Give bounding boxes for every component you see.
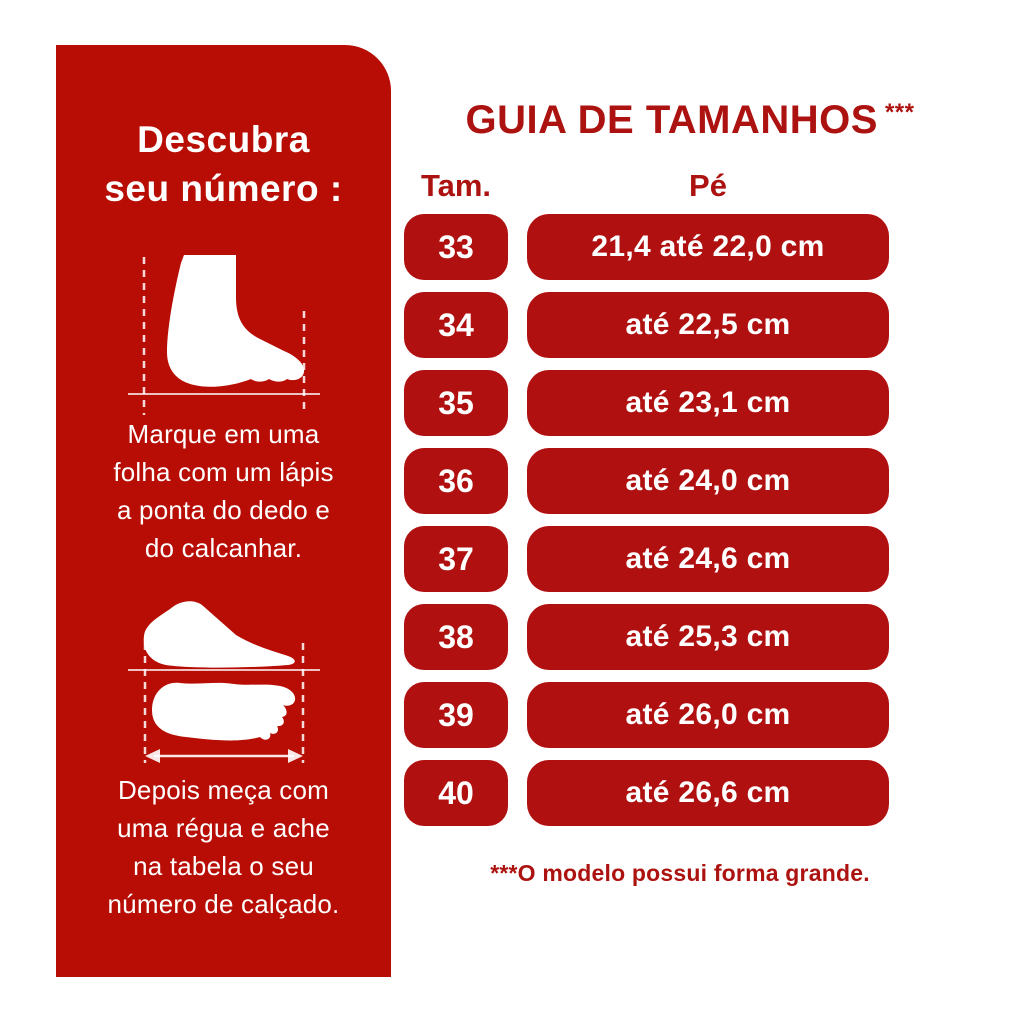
title-asterisks: *** xyxy=(884,99,915,126)
foot-length-cell: até 26,0 cm xyxy=(527,682,889,748)
step1-line3: a ponta do dedo e xyxy=(116,495,331,525)
step2-line3: na tabela o seu xyxy=(133,851,314,881)
foot-side-view-measure-icon xyxy=(127,255,320,415)
size-table: 33 21,4 até 22,0 cm 34 até 22,5 cm 35 at… xyxy=(404,214,889,826)
step1-text: Marque em uma folha com um lápis a ponta… xyxy=(62,415,385,567)
instructions-panel: Descubra seu número : Marque em uma folh… xyxy=(56,45,391,977)
table-row: 40 até 26,6 cm xyxy=(404,760,889,826)
table-row: 36 até 24,0 cm xyxy=(404,448,889,514)
step1-line4: do calcanhar. xyxy=(144,533,303,563)
size-cell: 33 xyxy=(404,214,508,280)
table-row: 39 até 26,0 cm xyxy=(404,682,889,748)
table-row: 37 até 24,6 cm xyxy=(404,526,889,592)
column-header-size: Tam. xyxy=(420,168,492,203)
table-row: 35 até 23,1 cm xyxy=(404,370,889,436)
size-cell: 35 xyxy=(404,370,508,436)
step2-line1: Depois meça com xyxy=(117,775,330,805)
step2-line2: uma régua e ache xyxy=(117,813,330,843)
page-title-text: GUIA DE TAMANHOS xyxy=(465,98,878,142)
size-cell: 37 xyxy=(404,526,508,592)
foot-length-cell: até 24,0 cm xyxy=(527,448,889,514)
footnote: ***O modelo possui forma grande. xyxy=(490,860,870,886)
foot-length-cell: até 23,1 cm xyxy=(527,370,889,436)
step2-line4: número de calçado. xyxy=(107,889,340,919)
panel-heading-line2: seu número : xyxy=(104,168,343,209)
size-cell: 39 xyxy=(404,682,508,748)
foot-length-cell: até 25,3 cm xyxy=(527,604,889,670)
size-cell: 38 xyxy=(404,604,508,670)
panel-heading-line1: Descubra xyxy=(137,119,310,160)
step1-line2: folha com um lápis xyxy=(113,457,334,487)
panel-heading: Descubra seu número : xyxy=(56,115,391,213)
foot-length-cell: 21,4 até 22,0 cm xyxy=(527,214,889,280)
size-cell: 40 xyxy=(404,760,508,826)
foot-length-cell: até 24,6 cm xyxy=(527,526,889,592)
foot-length-cell: até 26,6 cm xyxy=(527,760,889,826)
foot-profile-footprint-measure-icon xyxy=(127,601,320,763)
size-cell: 36 xyxy=(404,448,508,514)
step2-text: Depois meça com uma régua e ache na tabe… xyxy=(62,771,385,923)
table-row: 34 até 22,5 cm xyxy=(404,292,889,358)
table-row: 38 até 25,3 cm xyxy=(404,604,889,670)
table-row: 33 21,4 até 22,0 cm xyxy=(404,214,889,280)
size-cell: 34 xyxy=(404,292,508,358)
column-header-foot: Pé xyxy=(689,168,727,203)
table-column-headers: Tam. Pé xyxy=(404,168,889,204)
page-title: GUIA DE TAMANHOS *** xyxy=(390,98,990,143)
foot-length-cell: até 22,5 cm xyxy=(527,292,889,358)
step1-line1: Marque em uma xyxy=(127,419,320,449)
